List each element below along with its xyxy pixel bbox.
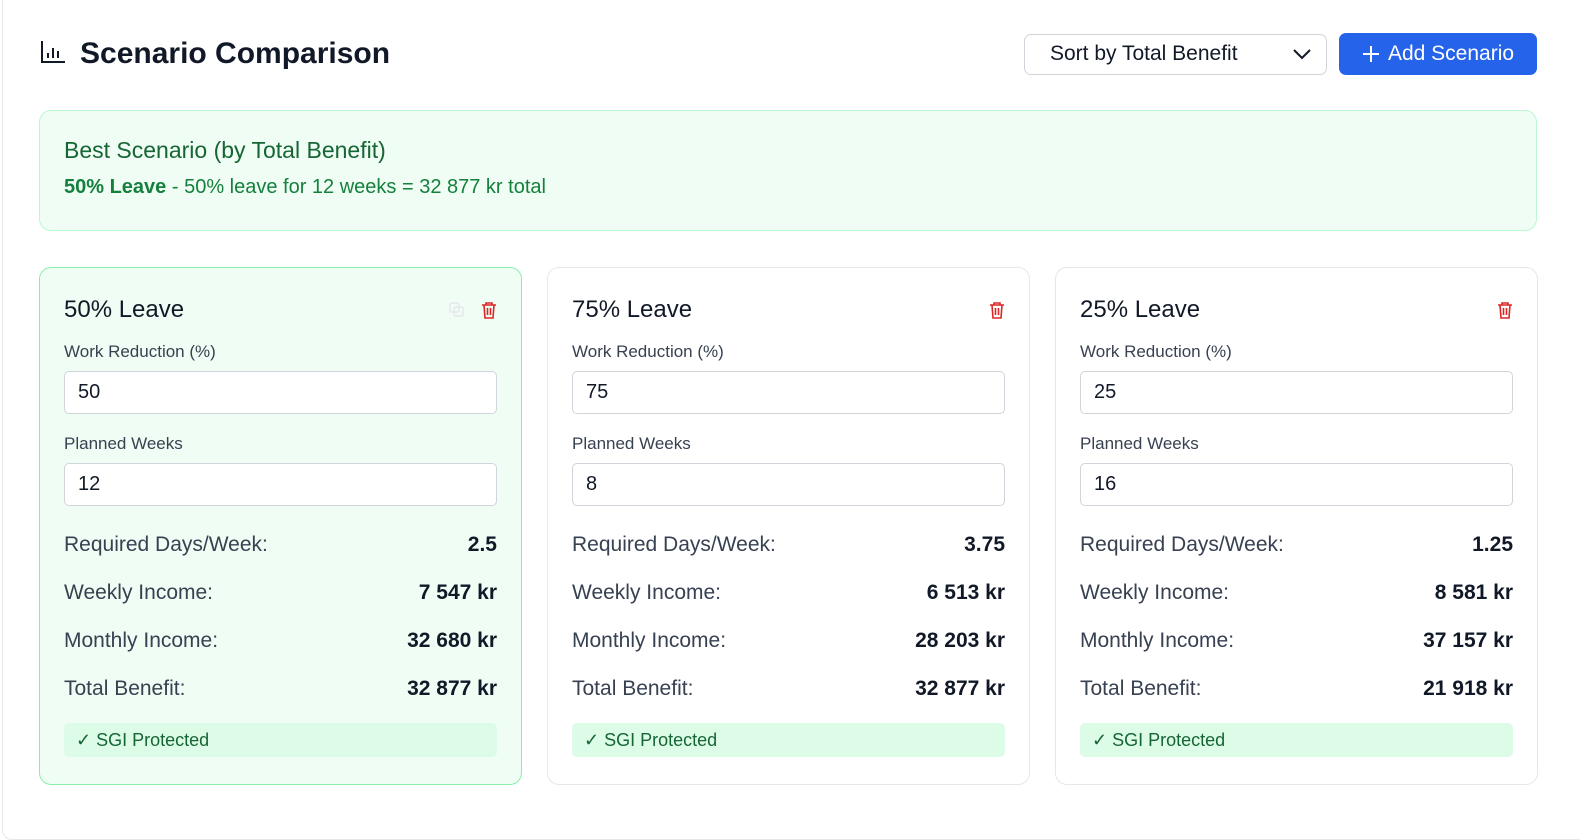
monthly-income-row: Monthly Income: 32 680 kr xyxy=(64,617,497,665)
monthly-income-value: 37 157 kr xyxy=(1423,629,1513,652)
monthly-income-label: Monthly Income: xyxy=(1080,629,1235,652)
bar-chart-icon xyxy=(40,40,66,69)
total-benefit-row: Total Benefit: 21 918 kr xyxy=(1080,665,1513,713)
trash-icon[interactable] xyxy=(1497,301,1513,319)
total-benefit-value: 32 877 kr xyxy=(915,677,1005,700)
work-reduction-input[interactable]: 25 xyxy=(1080,371,1513,414)
best-scenario-description: - 50% leave for 12 weeks = 32 877 kr tot… xyxy=(166,176,546,198)
sgi-protected-badge: ✓ SGI Protected xyxy=(64,723,497,757)
monthly-income-row: Monthly Income: 28 203 kr xyxy=(572,617,1005,665)
trash-icon[interactable] xyxy=(989,301,1005,319)
scenario-cards: 50% Leave Work Reduction (%) 50 Planned … xyxy=(39,267,1538,785)
scenario-card: 25% Leave Work Reduction (%) 25 Planned … xyxy=(1055,267,1538,785)
planned-weeks-input[interactable]: 16 xyxy=(1080,463,1513,506)
work-reduction-input[interactable]: 75 xyxy=(572,371,1005,414)
trash-icon[interactable] xyxy=(481,301,497,319)
total-benefit-row: Total Benefit: 32 877 kr xyxy=(572,665,1005,713)
weekly-income-value: 6 513 kr xyxy=(926,581,1005,604)
weekly-income-value: 7 547 kr xyxy=(418,581,497,604)
required-days-row: Required Days/Week: 1.25 xyxy=(1080,521,1513,569)
add-scenario-button[interactable]: Add Scenario xyxy=(1339,33,1537,75)
weekly-income-label: Weekly Income: xyxy=(572,581,721,604)
weekly-income-row: Weekly Income: 8 581 kr xyxy=(1080,569,1513,617)
scenario-name: 50% Leave xyxy=(64,296,185,323)
sgi-protected-badge: ✓ SGI Protected xyxy=(1080,723,1513,757)
required-days-label: Required Days/Week: xyxy=(572,533,776,556)
header: Scenario Comparison Sort by Total Benefi… xyxy=(40,32,1537,76)
sort-select[interactable]: Sort by Total Benefit xyxy=(1024,33,1327,75)
monthly-income-row: Monthly Income: 37 157 kr xyxy=(1080,617,1513,665)
plus-icon xyxy=(1362,46,1379,62)
sgi-protected-badge: ✓ SGI Protected xyxy=(572,723,1005,757)
total-benefit-label: Total Benefit: xyxy=(1080,677,1202,700)
sort-select-value: Sort by Total Benefit xyxy=(1050,42,1238,65)
required-days-row: Required Days/Week: 2.5 xyxy=(64,521,497,569)
best-scenario-heading: Best Scenario (by Total Benefit) xyxy=(64,137,386,163)
monthly-income-value: 28 203 kr xyxy=(915,629,1005,652)
monthly-income-label: Monthly Income: xyxy=(64,629,219,652)
required-days-value: 2.5 xyxy=(467,533,497,556)
best-scenario-banner: Best Scenario (by Total Benefit) 50% Lea… xyxy=(39,110,1537,231)
required-days-label: Required Days/Week: xyxy=(1080,533,1284,556)
total-benefit-value: 32 877 kr xyxy=(407,677,497,700)
planned-weeks-input[interactable]: 12 xyxy=(64,463,497,506)
required-days-value: 3.75 xyxy=(964,533,1005,556)
best-scenario-name: 50% Leave xyxy=(64,176,167,198)
planned-weeks-input[interactable]: 8 xyxy=(572,463,1005,506)
weekly-income-value: 8 581 kr xyxy=(1434,581,1513,604)
required-days-value: 1.25 xyxy=(1472,533,1513,556)
best-scenario-summary: 50% Leave - 50% leave for 12 weeks = 32 … xyxy=(64,176,1512,199)
required-days-row: Required Days/Week: 3.75 xyxy=(572,521,1005,569)
scenario-name: 25% Leave xyxy=(1080,296,1201,323)
work-reduction-label: Work Reduction (%) xyxy=(64,342,216,361)
scenario-card: 75% Leave Work Reduction (%) 75 Planned … xyxy=(547,267,1030,785)
scenario-card: 50% Leave Work Reduction (%) 50 Planned … xyxy=(39,267,522,785)
planned-weeks-label: Planned Weeks xyxy=(64,434,183,453)
work-reduction-input[interactable]: 50 xyxy=(64,371,497,414)
total-benefit-row: Total Benefit: 32 877 kr xyxy=(64,665,497,713)
required-days-label: Required Days/Week: xyxy=(64,533,268,556)
weekly-income-label: Weekly Income: xyxy=(64,581,213,604)
chevron-down-icon xyxy=(1293,49,1311,60)
weekly-income-label: Weekly Income: xyxy=(1080,581,1229,604)
duplicate-icon[interactable] xyxy=(449,302,465,318)
add-scenario-label: Add Scenario xyxy=(1387,42,1515,65)
planned-weeks-label: Planned Weeks xyxy=(1080,434,1199,453)
planned-weeks-label: Planned Weeks xyxy=(572,434,691,453)
weekly-income-row: Weekly Income: 6 513 kr xyxy=(572,569,1005,617)
total-benefit-label: Total Benefit: xyxy=(572,677,694,700)
weekly-income-row: Weekly Income: 7 547 kr xyxy=(64,569,497,617)
work-reduction-label: Work Reduction (%) xyxy=(572,342,724,361)
work-reduction-label: Work Reduction (%) xyxy=(1080,342,1232,361)
total-benefit-value: 21 918 kr xyxy=(1423,677,1513,700)
page-title: Scenario Comparison xyxy=(80,37,391,70)
monthly-income-label: Monthly Income: xyxy=(572,629,727,652)
total-benefit-label: Total Benefit: xyxy=(64,677,186,700)
scenario-name: 75% Leave xyxy=(572,296,693,323)
monthly-income-value: 32 680 kr xyxy=(407,629,497,652)
